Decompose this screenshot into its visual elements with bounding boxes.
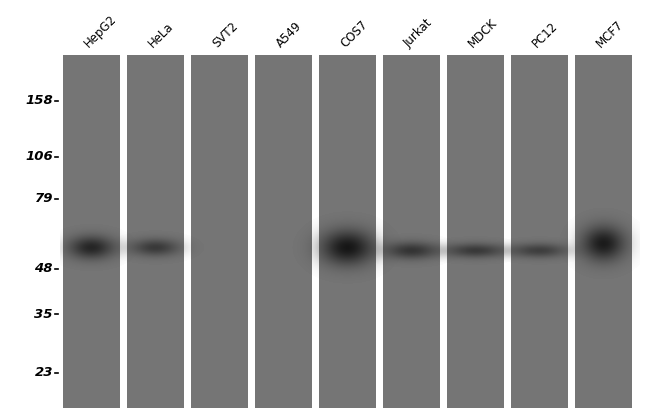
Text: 106: 106 bbox=[25, 150, 53, 163]
Text: 158: 158 bbox=[25, 94, 53, 107]
Text: 23: 23 bbox=[34, 367, 53, 380]
Text: MCF7: MCF7 bbox=[594, 18, 626, 50]
Text: 79: 79 bbox=[34, 193, 53, 206]
Text: 35: 35 bbox=[34, 308, 53, 321]
Text: HeLa: HeLa bbox=[146, 20, 176, 50]
Text: SVT2: SVT2 bbox=[210, 20, 240, 50]
Text: MDCK: MDCK bbox=[466, 16, 500, 50]
Text: COS7: COS7 bbox=[338, 18, 370, 50]
Text: 48: 48 bbox=[34, 263, 53, 275]
Text: HepG2: HepG2 bbox=[82, 13, 120, 50]
Text: Jurkat: Jurkat bbox=[402, 16, 436, 50]
Text: A549: A549 bbox=[274, 19, 304, 50]
Text: PC12: PC12 bbox=[530, 19, 560, 50]
